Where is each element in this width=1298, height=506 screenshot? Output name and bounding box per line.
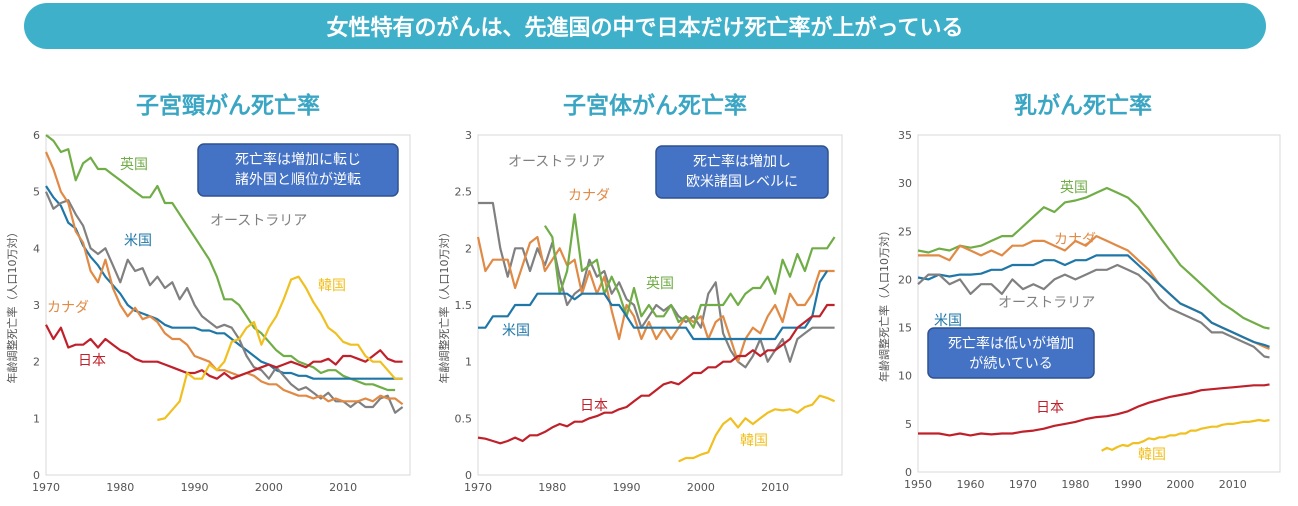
breast-cancer-chart: 0 5 10 15 20 25 30 35 1950 1960 1970 1980 1990 2000 20… <box>877 129 1281 491</box>
x-tick-label: 1960 <box>956 478 984 491</box>
series-label: 日本 <box>78 353 106 369</box>
series-label: 韓国 <box>1138 447 1166 463</box>
series-line-カナダ <box>44 151 404 406</box>
y-tick-label: 1 <box>33 412 40 425</box>
x-tick-label: 1980 <box>538 481 566 494</box>
y-tick-label: 0 <box>905 466 912 479</box>
x-tick-label: 1970 <box>32 481 60 494</box>
series-label: 韓国 <box>318 278 346 294</box>
x-tick-label: 1990 <box>613 481 641 494</box>
series-line-日本 <box>918 383 1270 437</box>
x-tick-label: 1970 <box>464 481 492 494</box>
series-line-米国 <box>45 185 403 380</box>
series-line-日本 <box>45 324 403 380</box>
y-tick-label: 3 <box>465 129 472 142</box>
chart-title-endometrial: 子宮体がん死亡率 <box>563 93 747 119</box>
x-tick-label: 1970 <box>1009 478 1037 491</box>
series-label: 英国 <box>1060 179 1088 196</box>
plot-frame <box>477 134 843 476</box>
x-tick-label: 1950 <box>904 478 932 491</box>
series-line-米国 <box>478 270 829 341</box>
y-axis-label: 年齢調整死亡率（人口10万対） <box>877 225 891 382</box>
chart-title-breast: 乳がん死亡率 <box>1014 93 1152 119</box>
chart-title-cervical: 子宮頸がん死亡率 <box>136 93 320 119</box>
y-tick-label: 2 <box>33 356 40 369</box>
y-tick-label: 1.5 <box>455 299 473 312</box>
x-tick-label: 1990 <box>181 481 209 494</box>
cervical-cancer-chart: 0 1 2 3 4 5 6 1970 1980 1990 2000 2010 年齢調整死亡率（人口10万… <box>5 129 411 494</box>
series-line-米国 <box>917 254 1270 348</box>
series-line-韓国 <box>678 394 836 463</box>
y-tick-label: 5 <box>905 418 912 431</box>
y-tick-label: 0 <box>33 469 40 482</box>
series-label: 英国 <box>646 275 674 292</box>
y-tick-label: 1 <box>465 356 472 369</box>
series-label: 英国 <box>120 156 148 173</box>
x-tick-label: 1980 <box>1061 478 1089 491</box>
headline-banner: 女性特有のがんは、先進国の中で日本だけ死亡率が上がっている <box>24 3 1266 49</box>
series-label: オーストラリア <box>998 295 1095 311</box>
series-line-韓国 <box>1101 418 1270 452</box>
x-tick-label: 2010 <box>1219 478 1247 491</box>
series-label: 日本 <box>580 398 608 414</box>
series-label: 米国 <box>124 233 152 249</box>
y-tick-label: 3 <box>33 299 40 312</box>
series-line-日本 <box>477 303 835 445</box>
annotation-text: 欧米諸国レベルに <box>686 174 798 190</box>
series-label: 日本 <box>1036 400 1064 416</box>
y-tick-label: 20 <box>898 273 912 286</box>
y-tick-label: 25 <box>898 225 912 238</box>
headline-text: 女性特有のがんは、先進国の中で日本だけ死亡率が上がっている <box>326 16 964 41</box>
y-axis-label: 年齢調整死亡率（人口10万対） <box>5 227 19 384</box>
series-line-韓国 <box>157 275 403 422</box>
annotation-text: 死亡率は増加し <box>693 153 791 170</box>
series-label: オーストラリア <box>508 154 605 170</box>
annotation-box <box>927 327 1095 379</box>
y-tick-label: 0.5 <box>455 412 473 425</box>
series-line-英国 <box>543 213 836 329</box>
y-tick-label: 0 <box>465 469 472 482</box>
series-label: オーストラリア <box>210 213 307 229</box>
annotation-text: 死亡率は増加に転じ <box>235 151 361 168</box>
y-tick-label: 35 <box>898 129 912 142</box>
series-label: カナダ <box>1054 232 1096 248</box>
x-tick-label: 1990 <box>1114 478 1142 491</box>
annotation-text: が続いている <box>969 355 1053 372</box>
series-label: カナダ <box>568 188 610 204</box>
y-tick-label: 5 <box>33 186 40 199</box>
series-line-オーストラリア <box>917 263 1270 359</box>
series-line-英国 <box>45 134 396 392</box>
y-tick-label: 4 <box>33 242 40 255</box>
x-tick-label: 1980 <box>106 481 134 494</box>
annotation-box <box>197 143 399 197</box>
x-tick-label: 2000 <box>687 481 715 494</box>
y-tick-label: 15 <box>898 322 912 335</box>
y-tick-label: 6 <box>33 129 40 142</box>
y-tick-label: 2 <box>465 242 472 255</box>
annotation-box <box>655 145 829 199</box>
plot-frame <box>45 134 411 476</box>
y-tick-label: 30 <box>898 177 912 190</box>
x-tick-label: 2010 <box>329 481 357 494</box>
series-line-カナダ <box>476 235 835 363</box>
annotation-text: 諸外国と順位が逆転 <box>235 172 361 188</box>
series-label: 米国 <box>502 323 530 339</box>
series-label: 韓国 <box>740 433 768 449</box>
series-label: カナダ <box>47 300 89 316</box>
y-tick-label: 10 <box>898 370 912 383</box>
y-axis-label: 年齢調整死亡率（人口10万対） <box>437 227 451 384</box>
plot-frame <box>917 134 1281 473</box>
y-tick-label: 2.5 <box>455 186 473 199</box>
annotation-text: 死亡率は低いが増加 <box>948 335 1074 352</box>
x-tick-label: 2010 <box>761 481 789 494</box>
endometrial-cancer-chart: 0 0.5 1 1.5 2 2.5 3 1970 1980 1990 2000 2010 年齢調整死亡率… <box>437 129 843 494</box>
x-tick-label: 2000 <box>255 481 283 494</box>
series-line-英国 <box>917 186 1270 330</box>
series-label: 米国 <box>934 313 962 329</box>
x-tick-label: 2000 <box>1166 478 1194 491</box>
